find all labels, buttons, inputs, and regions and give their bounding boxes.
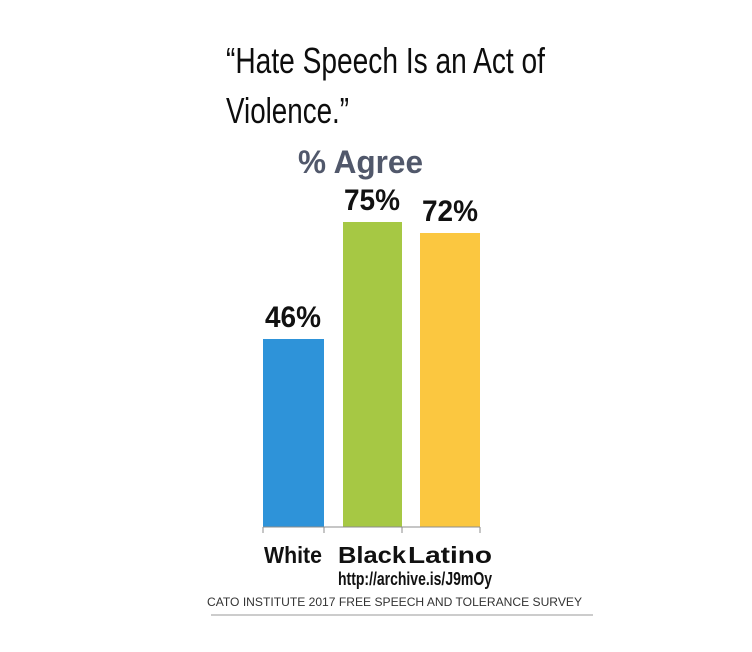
svg-text:46%: 46% bbox=[265, 301, 321, 334]
svg-text:72%: 72% bbox=[422, 195, 478, 228]
svg-text:75%: 75% bbox=[344, 184, 400, 217]
svg-text:Latino: Latino bbox=[408, 542, 492, 568]
svg-text:White: White bbox=[264, 542, 322, 568]
svg-text:CATO INSTITUTE 2017 FREE SPEEC: CATO INSTITUTE 2017 FREE SPEECH AND TOLE… bbox=[207, 595, 582, 609]
svg-text:“Hate Speech Is an Act of: “Hate Speech Is an Act of bbox=[226, 40, 546, 81]
svg-text:Violence.”: Violence.” bbox=[226, 90, 349, 131]
svg-text:http://archive.is/J9mOy: http://archive.is/J9mOy bbox=[338, 569, 492, 589]
svg-text:Black: Black bbox=[338, 542, 406, 568]
svg-text:% Agree: % Agree bbox=[298, 144, 423, 180]
